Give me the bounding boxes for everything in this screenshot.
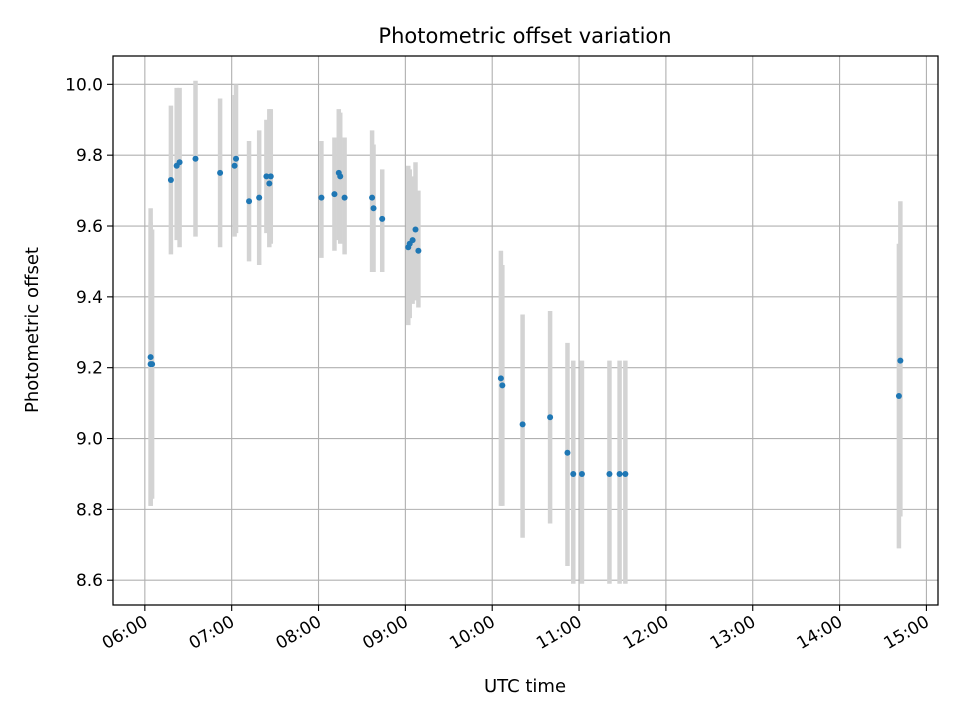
data-point <box>578 470 585 477</box>
chart-title: Photometric offset variation <box>378 24 671 48</box>
data-point <box>547 414 554 421</box>
data-point <box>192 155 199 162</box>
data-point <box>318 194 325 201</box>
data-point <box>341 194 348 201</box>
y-tick-label: 10.0 <box>65 75 103 95</box>
data-point <box>415 247 422 254</box>
y-tick-label: 9.4 <box>76 288 103 308</box>
data-point <box>564 449 571 456</box>
data-point <box>499 382 506 389</box>
data-point <box>622 470 629 477</box>
data-point <box>369 194 376 201</box>
y-axis-label: Photometric offset <box>22 247 43 413</box>
data-points <box>147 155 904 477</box>
data-point <box>412 226 419 233</box>
data-point <box>897 357 904 364</box>
data-point <box>149 361 156 368</box>
data-point <box>263 173 270 180</box>
data-point <box>231 162 238 169</box>
y-tick-label: 9.8 <box>76 146 103 166</box>
data-point <box>246 198 253 205</box>
data-point <box>233 155 240 162</box>
y-tick-label: 9.6 <box>76 217 103 237</box>
data-point <box>167 176 174 183</box>
data-point <box>331 191 338 198</box>
y-tick-label: 9.0 <box>76 430 103 450</box>
data-point <box>606 470 613 477</box>
data-point <box>217 169 224 176</box>
data-point <box>895 393 902 400</box>
grid <box>113 56 938 605</box>
data-point <box>519 421 526 428</box>
data-point <box>616 470 623 477</box>
y-tick-label: 8.6 <box>76 571 103 591</box>
data-point <box>379 215 386 222</box>
data-point <box>267 173 274 180</box>
plot-frame <box>112 55 939 606</box>
data-point <box>147 354 154 361</box>
data-point <box>176 159 183 166</box>
data-point <box>266 180 273 187</box>
y-tick-label: 9.2 <box>76 359 103 379</box>
data-point <box>570 470 577 477</box>
data-point <box>256 194 263 201</box>
data-point <box>409 237 416 244</box>
data-point <box>370 205 377 212</box>
data-point <box>337 173 344 180</box>
data-point <box>497 375 504 382</box>
x-axis-label: UTC time <box>484 676 566 697</box>
y-tick-label: 8.8 <box>76 500 103 520</box>
